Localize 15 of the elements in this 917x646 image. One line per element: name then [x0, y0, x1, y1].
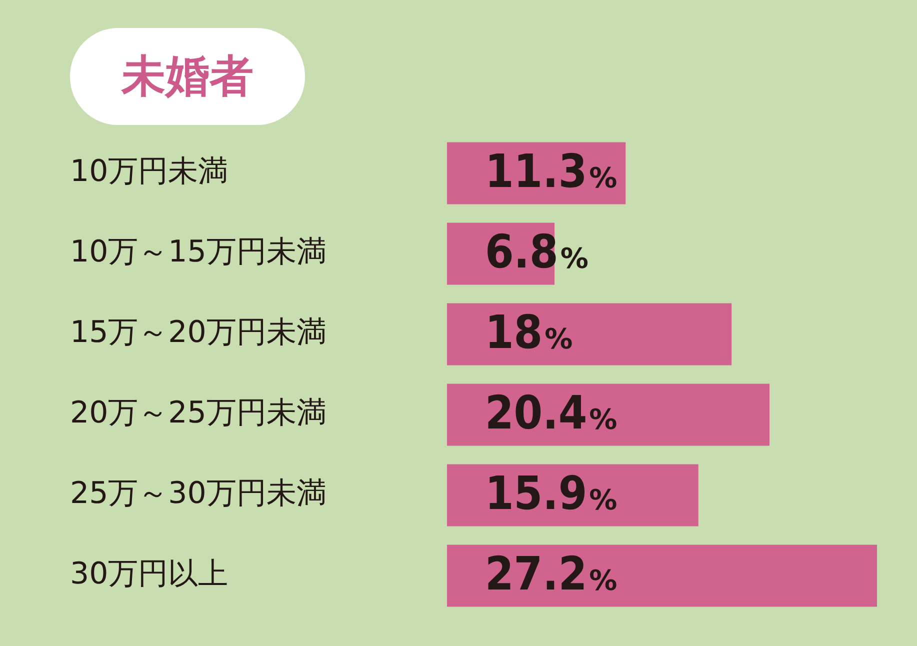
y-tick-label: 10万円未満 [70, 154, 228, 190]
bar [447, 303, 732, 366]
data-label: 11.3% [485, 144, 618, 198]
y-tick-label: 10万～15万円未満 [70, 234, 326, 270]
data-label: 20.4% [485, 386, 618, 440]
bar [447, 384, 770, 446]
data-label: 27.2% [485, 546, 618, 601]
y-tick-label: 20万～25万円未満 [70, 396, 326, 431]
y-tick-label: 15万～20万円未満 [70, 315, 326, 350]
y-tick-label: 30万円以上 [70, 556, 228, 592]
y-tick-label: 25万～30万円未満 [70, 476, 326, 512]
data-label: 18% [485, 305, 573, 360]
bar [447, 544, 877, 607]
chart-title: 未婚者 [70, 28, 305, 125]
data-label: 15.9% [485, 466, 618, 520]
